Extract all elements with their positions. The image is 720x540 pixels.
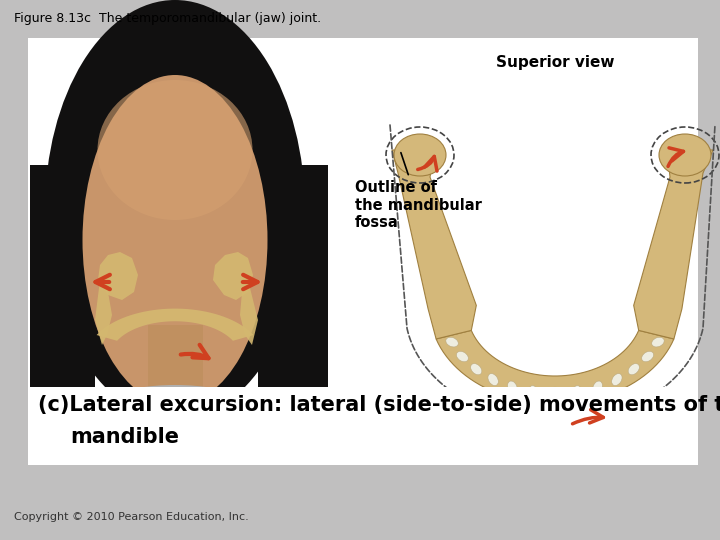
Ellipse shape: [528, 386, 538, 399]
Ellipse shape: [508, 381, 517, 394]
Polygon shape: [634, 150, 713, 339]
Ellipse shape: [659, 134, 711, 176]
Polygon shape: [95, 280, 112, 345]
Ellipse shape: [75, 385, 275, 465]
Polygon shape: [392, 150, 477, 339]
Polygon shape: [96, 309, 253, 341]
Polygon shape: [436, 330, 674, 404]
Bar: [28, 38, 333, 465]
Ellipse shape: [488, 374, 498, 386]
Polygon shape: [240, 280, 258, 345]
FancyBboxPatch shape: [258, 165, 328, 465]
Text: Figure 8.13c  The temporomandibular (jaw) joint.: Figure 8.13c The temporomandibular (jaw)…: [14, 12, 321, 25]
Text: Copyright © 2010 Pearson Education, Inc.: Copyright © 2010 Pearson Education, Inc.: [14, 512, 248, 522]
Text: Superior view: Superior view: [496, 55, 614, 70]
FancyBboxPatch shape: [148, 325, 203, 465]
FancyBboxPatch shape: [30, 165, 95, 465]
Ellipse shape: [394, 134, 446, 176]
Polygon shape: [213, 252, 253, 300]
Ellipse shape: [628, 363, 639, 375]
Polygon shape: [98, 252, 138, 300]
Ellipse shape: [612, 374, 622, 386]
Ellipse shape: [97, 80, 253, 220]
Ellipse shape: [446, 338, 459, 347]
Ellipse shape: [551, 387, 559, 400]
Ellipse shape: [593, 381, 603, 394]
Ellipse shape: [471, 363, 482, 375]
Ellipse shape: [572, 386, 581, 399]
Ellipse shape: [45, 0, 305, 420]
Text: Outline of
the mandibular
fossa: Outline of the mandibular fossa: [355, 153, 482, 230]
Ellipse shape: [83, 75, 268, 405]
Ellipse shape: [456, 352, 468, 362]
FancyBboxPatch shape: [166, 78, 182, 162]
Bar: [28, 387, 698, 465]
Text: mandible: mandible: [70, 427, 179, 447]
Text: (c)Lateral excursion: lateral (side-to-side) movements of the: (c)Lateral excursion: lateral (side-to-s…: [38, 395, 720, 415]
Ellipse shape: [642, 352, 654, 362]
Bar: [28, 38, 698, 465]
Ellipse shape: [652, 338, 664, 347]
